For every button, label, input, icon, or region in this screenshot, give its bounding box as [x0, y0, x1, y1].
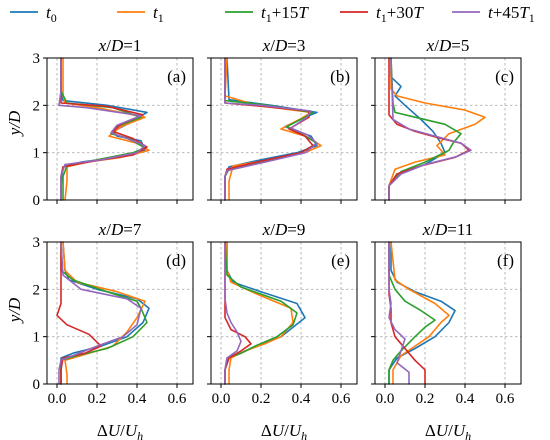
series-line — [60, 241, 148, 385]
x-tick-label: 0.0 — [48, 391, 67, 407]
series-line — [62, 57, 150, 201]
series-line — [224, 241, 252, 385]
plot-frame — [210, 57, 358, 201]
panel-title: x/D=9 — [262, 220, 306, 239]
panel-title: x/D=11 — [422, 220, 474, 239]
series-line — [224, 241, 306, 385]
legend-label: t0 — [46, 3, 57, 25]
panel-title: x/D=5 — [426, 36, 470, 55]
panel-title: x/D=3 — [262, 36, 306, 55]
series-line — [224, 241, 242, 385]
series-line — [60, 241, 150, 385]
chart-panel: 0 1 2 3 x/D=1 (a) — [33, 36, 194, 209]
series-line — [226, 241, 294, 385]
plot-frame — [374, 241, 522, 385]
x-tick-label: 0.4 — [292, 391, 311, 407]
chart-panel: 0.0 0.2 0.4 0.6 x/D=11 (f) ΔU/Uh — [371, 220, 522, 440]
panel-label: (d) — [166, 251, 186, 270]
legend-label: t+45T1 — [488, 3, 535, 25]
panel-title: x/D=1 — [98, 36, 142, 55]
y-tick-label: 3 — [33, 51, 41, 67]
panel-label: (e) — [331, 251, 350, 270]
y-tick-label: 3 — [33, 235, 41, 251]
x-tick-label: 0.6 — [332, 391, 351, 407]
y-tick-label: 1 — [33, 330, 41, 346]
series-line — [224, 57, 314, 201]
series-line — [388, 57, 446, 201]
x-tick-label: 0.4 — [128, 391, 147, 407]
series-line — [60, 57, 148, 201]
series-line — [60, 57, 146, 201]
chart-panel: 0.0 0.2 0.4 0.6 0 1 2 3 x/D=7 (d) ΔU/Uh — [33, 220, 194, 440]
legend-entry: t1+30T — [340, 3, 424, 25]
series-line — [224, 57, 318, 201]
legend-label: t1+30T — [376, 3, 424, 25]
plot-frame — [46, 241, 194, 385]
legend: t0 t1 t1+15T t1+30T t+45T1 — [10, 3, 535, 25]
y-axis-label-top: y/D — [5, 110, 24, 137]
x-tick-label: 0.0 — [212, 391, 231, 407]
series-line — [58, 241, 142, 385]
series-line — [58, 57, 146, 201]
series-line — [390, 241, 450, 385]
x-tick-label: 0.2 — [416, 391, 435, 407]
chart-panel: x/D=5 (c) — [371, 36, 522, 204]
plot-frame — [374, 57, 522, 201]
panel-title: x/D=7 — [98, 220, 142, 239]
legend-label: t1 — [153, 3, 164, 25]
series-line — [62, 241, 146, 385]
x-tick-label: 0.2 — [252, 391, 271, 407]
legend-entry: t1 — [117, 3, 164, 25]
chart-panel: 0.0 0.2 0.4 0.6 x/D=9 (e) ΔU/Uh — [207, 220, 358, 440]
axis-labels: y/D y/D — [5, 110, 24, 324]
series-line — [224, 57, 318, 201]
legend-entry: t1+15T — [225, 3, 309, 25]
series-line — [388, 241, 410, 385]
chart-panel: x/D=3 (b) — [207, 36, 358, 204]
series-line — [224, 57, 322, 201]
x-axis-label: ΔU/Uh — [261, 421, 307, 440]
panel-label: (f) — [497, 251, 514, 270]
panels: 0 1 2 3 x/D=1 (a) x/D=3 (b) x/D=5 (c) 0.0 0.2 0.4 0.6… — [33, 36, 522, 440]
y-tick-label: 0 — [33, 377, 41, 393]
x-tick-label: 0.4 — [456, 391, 475, 407]
y-axis-label-bottom: y/D — [5, 297, 24, 324]
legend-label: t1+15T — [261, 3, 309, 25]
series-line — [388, 57, 486, 201]
x-axis-label: ΔU/Uh — [97, 421, 143, 440]
x-tick-label: 0.2 — [88, 391, 107, 407]
plot-frame — [46, 57, 194, 201]
series-line — [388, 57, 470, 201]
series-line — [388, 241, 436, 385]
x-tick-label: 0.6 — [168, 391, 187, 407]
plot-frame — [210, 241, 358, 385]
x-tick-label: 0.6 — [496, 391, 515, 407]
x-axis-label: ΔU/Uh — [425, 421, 471, 440]
panel-label: (c) — [495, 67, 514, 86]
y-tick-label: 2 — [33, 98, 41, 114]
y-tick-label: 1 — [33, 146, 41, 162]
series-line — [60, 57, 148, 201]
series-line — [224, 57, 318, 201]
panel-label: (b) — [330, 67, 350, 86]
y-tick-label: 0 — [33, 193, 41, 209]
y-tick-label: 2 — [33, 282, 41, 298]
legend-entry: t+45T1 — [452, 3, 535, 25]
series-line — [388, 57, 472, 201]
x-tick-label: 0.0 — [376, 391, 395, 407]
series-line — [56, 241, 102, 385]
panel-label: (a) — [167, 67, 186, 86]
legend-entry: t0 — [10, 3, 57, 25]
